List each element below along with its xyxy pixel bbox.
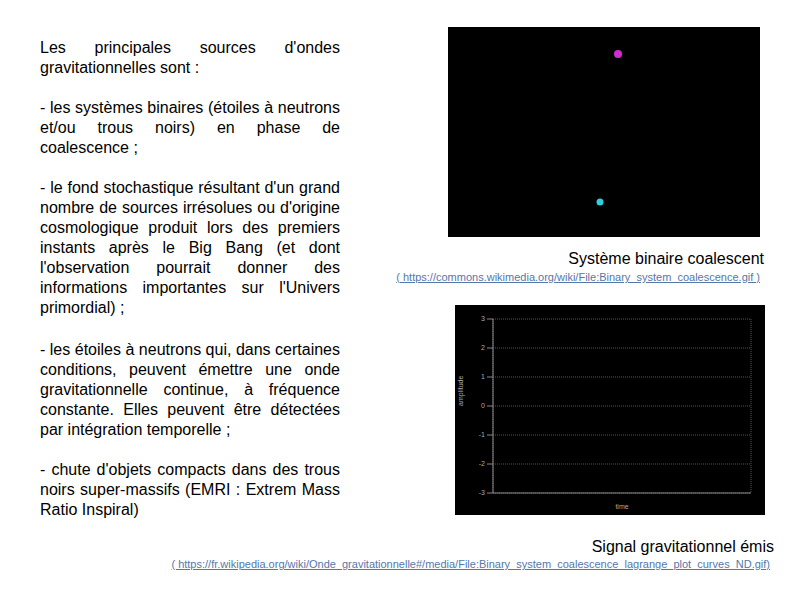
html-text:- le fond stochastique résulta: - le fond stochastique résultant d'un gr…	[40, 179, 340, 316]
html-text:( https://commons.wikimedia.or: ( https://commons.wikimedia.org/wiki/Fil…	[396, 271, 760, 283]
html-text:( https://fr.wikipedia.org/wik: ( https://fr.wikipedia.org/wiki/Onde_gra…	[171, 558, 770, 570]
html-text:Système binaire coalescent: Système binaire coalescent	[568, 250, 764, 267]
html-text:- les systèmes binaires (étoil: - les systèmes binaires (étoiles à neutr…	[40, 99, 340, 156]
html-text:- chute d'objets compacts dans: - chute d'objets compacts dans des trous…	[40, 461, 340, 518]
svg-text:1: 1	[481, 373, 485, 380]
svg-text:-2: -2	[479, 460, 485, 467]
svg-text:amplitude: amplitude	[457, 376, 465, 406]
svg-text:0: 0	[481, 402, 485, 409]
html-text:Les principales sources d'onde: Les principales sources d'ondes gravitat…	[40, 39, 340, 76]
svg-text:2: 2	[481, 344, 485, 351]
svg-text:-3: -3	[479, 489, 485, 496]
svg-text:-1: -1	[479, 431, 485, 438]
svg-text:3: 3	[481, 315, 485, 322]
svg-text:time: time	[615, 503, 628, 510]
html-text:Signal gravitationnel émis: Signal gravitationnel émis	[591, 538, 774, 555]
html-text:- les étoiles à neutrons qui,: - les étoiles à neutrons qui, dans certa…	[40, 341, 340, 438]
